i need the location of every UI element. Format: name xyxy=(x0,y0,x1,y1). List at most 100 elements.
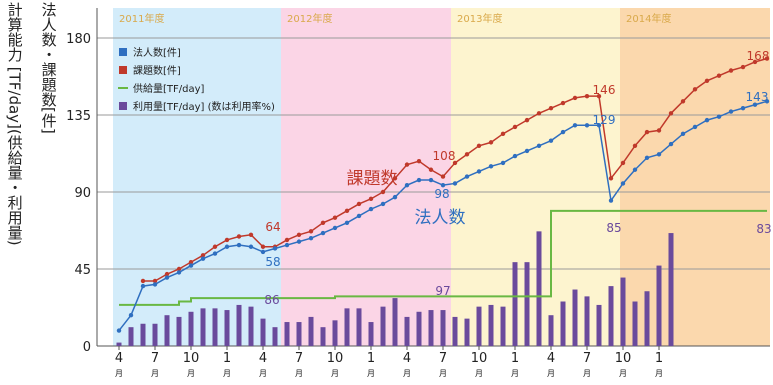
corp-count-point xyxy=(296,239,302,244)
usage-bar xyxy=(128,327,134,346)
corp-count-point xyxy=(308,236,314,241)
corp-count-point xyxy=(320,230,326,236)
task-count-point xyxy=(584,93,590,99)
fiscal-year-label: 2011年度 xyxy=(119,12,164,25)
task-count-point xyxy=(512,124,518,130)
corp-count-point xyxy=(668,141,674,147)
x-tick-unit: 月 xyxy=(187,369,195,378)
usage-bar xyxy=(212,308,218,346)
usage-bar xyxy=(428,310,434,346)
value-label: 64 xyxy=(265,220,280,234)
usage-bar xyxy=(332,320,338,346)
task-count-point xyxy=(656,128,662,133)
corp-count-point xyxy=(644,155,650,160)
usage-bar xyxy=(572,289,578,346)
x-tick-label: 10 xyxy=(615,351,632,366)
usage-bar xyxy=(176,316,182,346)
task-count-point xyxy=(464,152,470,157)
fiscal-year-band xyxy=(451,8,620,346)
corp-count-point xyxy=(596,123,602,128)
x-tick-unit: 月 xyxy=(259,369,267,378)
usage-bar xyxy=(236,304,242,346)
corp-count-point xyxy=(212,251,218,256)
x-tick-unit: 月 xyxy=(583,369,591,378)
value-label: 143 xyxy=(746,90,769,104)
usage-bar xyxy=(608,286,614,346)
legend-label: 課題数[件] xyxy=(133,64,181,77)
corp-count-point xyxy=(452,181,458,186)
x-tick-unit: 月 xyxy=(475,369,483,378)
task-count-point xyxy=(728,68,734,73)
corp-count-point xyxy=(236,242,242,248)
x-tick-unit: 月 xyxy=(331,369,339,378)
corp-count-point xyxy=(752,102,758,107)
corp-count-point xyxy=(608,198,614,203)
task-count-point xyxy=(452,160,458,166)
x-tick-unit: 月 xyxy=(439,369,447,378)
task-count-point xyxy=(164,271,170,277)
usage-bar xyxy=(392,298,398,346)
corp-count-point xyxy=(704,117,710,123)
value-label: 97 xyxy=(435,284,450,298)
task-count-point xyxy=(332,215,338,220)
x-tick-label: 4 xyxy=(403,351,411,366)
task-count-point xyxy=(224,237,230,243)
task-count-point xyxy=(608,176,614,181)
corp-count-point xyxy=(728,109,734,114)
fiscal-year-band xyxy=(620,8,770,346)
task-count-point xyxy=(500,131,506,137)
x-tick-unit: 月 xyxy=(367,369,375,378)
corp-count-point xyxy=(488,164,494,169)
supply-line xyxy=(119,209,767,306)
corp-count-point xyxy=(152,282,158,287)
task-count-point xyxy=(716,73,722,78)
corp-count-point xyxy=(392,194,398,200)
task-count-point xyxy=(308,229,314,234)
usage-bar xyxy=(260,318,266,346)
usage-bar xyxy=(224,310,230,346)
y-axis-label-left: 法人数・課題数[件] xyxy=(39,2,58,134)
x-tick-label: 10 xyxy=(471,351,488,366)
task-count-point xyxy=(368,196,374,202)
usage-bar xyxy=(500,306,506,346)
usage-bar xyxy=(464,318,470,346)
corp-count-point xyxy=(656,152,662,157)
corp-count-point xyxy=(188,263,194,268)
task-count-point xyxy=(284,237,290,243)
usage-bar xyxy=(512,262,518,346)
x-tick-label: 1 xyxy=(655,351,663,366)
corp-count-point xyxy=(272,246,278,251)
corp-count-point xyxy=(332,225,338,231)
usage-bar xyxy=(416,311,422,346)
usage-bar xyxy=(536,231,542,346)
task-count-point xyxy=(548,105,554,111)
usage-bar xyxy=(188,311,194,346)
x-tick-unit: 月 xyxy=(223,369,231,378)
task-count-point xyxy=(380,189,386,195)
usage-bar xyxy=(164,315,170,346)
legend-label: 利用量[TF/day] (数は利用率%) xyxy=(133,100,275,113)
legend-label: 法人数[件] xyxy=(133,46,181,59)
usage-bar xyxy=(596,304,602,346)
value-label: 58 xyxy=(265,255,280,269)
corp-count-point xyxy=(404,182,410,188)
usage-bar xyxy=(380,306,386,346)
x-tick-unit: 月 xyxy=(655,369,663,378)
task-count-point xyxy=(560,100,566,106)
x-tick-unit: 月 xyxy=(403,369,411,378)
corp-count-point xyxy=(368,206,374,212)
x-tick-label: 4 xyxy=(115,351,123,366)
value-label: 168 xyxy=(747,49,770,63)
corp-count-point xyxy=(344,220,350,225)
x-tick-unit: 月 xyxy=(547,369,555,378)
x-tick-unit: 月 xyxy=(295,369,303,378)
task-count-point xyxy=(404,162,410,167)
usage-bar xyxy=(308,316,314,346)
usage-bar xyxy=(272,327,278,346)
task-count-point xyxy=(296,232,302,237)
value-label: 83 xyxy=(756,222,771,236)
usage-bar xyxy=(656,265,662,346)
usage-bar xyxy=(356,308,362,346)
task-count-point xyxy=(680,99,686,104)
corp-count-point xyxy=(380,201,386,207)
